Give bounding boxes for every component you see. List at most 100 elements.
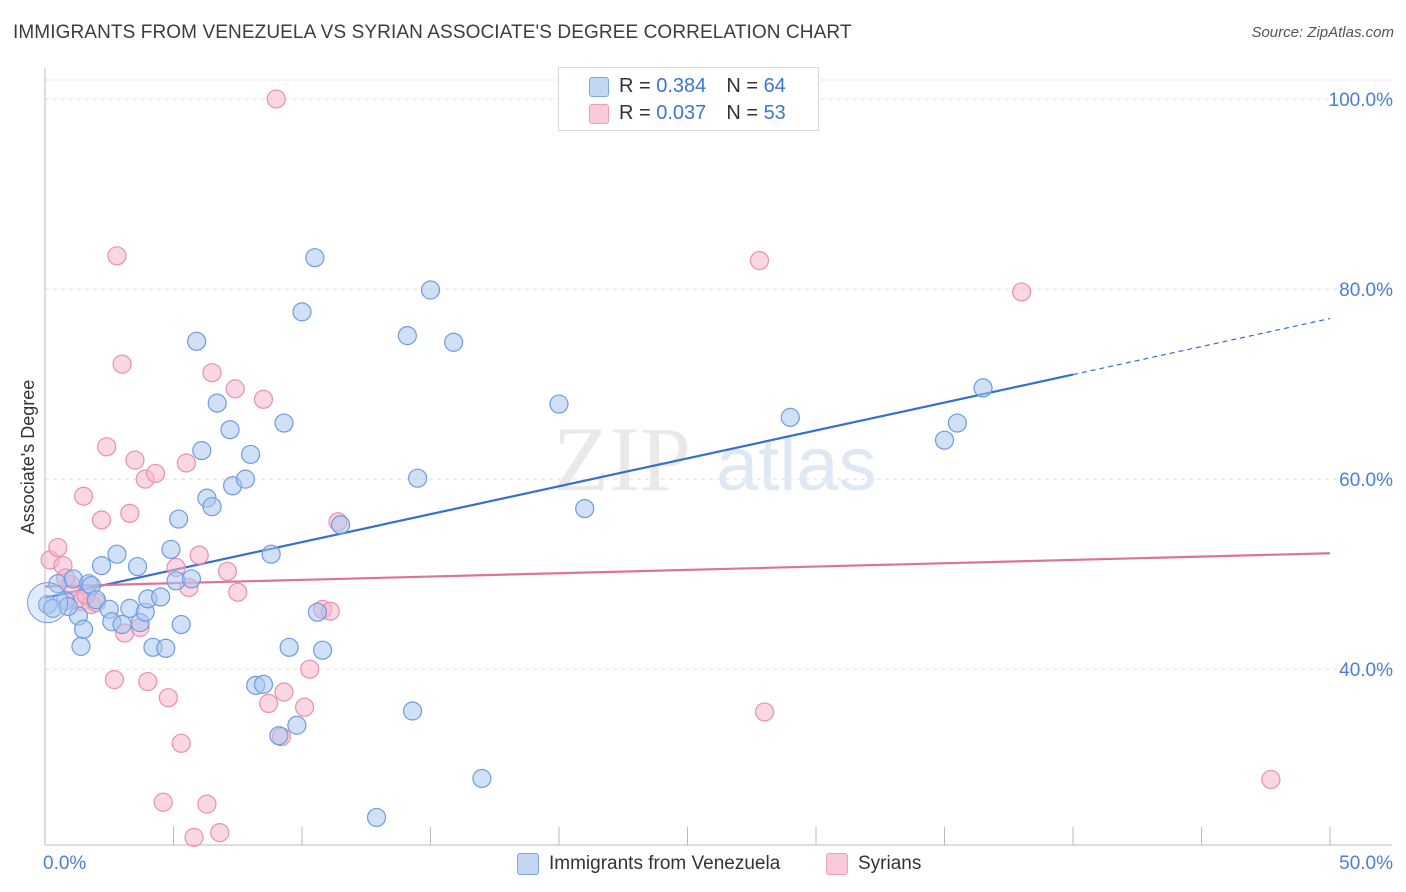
legend-row-syrians: R = 0.037 N = 53	[619, 100, 786, 126]
point-syrians	[217, 561, 238, 581]
point-venezuela	[220, 420, 240, 440]
point-venezuela	[235, 469, 256, 489]
point-venezuela	[58, 596, 78, 617]
x-tick-label: 50.0%	[1339, 853, 1393, 874]
legend-swatch-venezuela	[589, 77, 609, 97]
point-venezuela	[397, 326, 417, 346]
axes	[44, 68, 1392, 846]
legend-r-label: R =	[619, 74, 651, 97]
point-venezuela	[472, 768, 492, 789]
series-label-syrians: Syrians	[858, 853, 922, 874]
point-syrians	[48, 537, 68, 558]
point-venezuela	[420, 280, 441, 300]
point-venezuela	[112, 614, 132, 635]
correlation-legend: R = 0.384 N = 64 R = 0.037 N = 53	[558, 67, 819, 131]
series-swatch-venezuela	[517, 853, 539, 875]
x-tick-label: 0.0%	[43, 853, 86, 874]
legend-n-label: N =	[726, 74, 758, 97]
point-venezuela	[549, 394, 569, 414]
point-venezuela	[780, 407, 800, 427]
point-venezuela	[187, 331, 207, 351]
point-syrians	[125, 450, 145, 470]
point-venezuela	[202, 497, 222, 517]
point-syrians	[202, 363, 222, 383]
point-venezuela	[261, 544, 281, 564]
legend-r-value: 0.037	[656, 101, 707, 124]
point-venezuela	[107, 544, 127, 564]
point-venezuela	[408, 468, 428, 488]
watermark: ZIP atlas	[553, 408, 877, 510]
point-syrians	[754, 702, 775, 722]
point-syrians	[171, 733, 191, 753]
series-legend-venezuela: Immigrants from Venezuela	[517, 851, 780, 877]
point-venezuela	[127, 556, 148, 577]
point-syrians	[153, 792, 173, 812]
point-syrians	[184, 827, 204, 847]
source-label: Source: ZipAtlas.com	[1251, 24, 1394, 41]
point-venezuela	[86, 590, 107, 610]
point-syrians	[97, 437, 117, 457]
point-syrians	[145, 463, 166, 484]
point-syrians	[210, 823, 230, 843]
point-venezuela	[934, 430, 955, 450]
point-venezuela	[330, 515, 351, 535]
legend-n-value: 53	[763, 101, 786, 124]
trendline-syrians	[44, 552, 1331, 588]
point-syrians	[189, 545, 209, 565]
point-venezuela	[402, 701, 423, 721]
point-syrians	[1011, 282, 1032, 302]
y-tick-label: 100.0%	[1329, 90, 1394, 111]
point-venezuela	[312, 640, 333, 660]
point-venezuela	[91, 556, 112, 576]
point-venezuela	[269, 726, 289, 746]
legend-n-label: N =	[726, 101, 758, 124]
point-venezuela	[181, 569, 202, 589]
point-venezuela	[71, 636, 91, 656]
point-syrians	[225, 379, 245, 399]
series-label-venezuela: Immigrants from Venezuela	[549, 853, 781, 874]
point-syrians	[73, 486, 94, 506]
point-venezuela	[151, 587, 171, 607]
point-syrians	[253, 389, 274, 409]
point-venezuela	[241, 444, 261, 465]
point-venezuela	[207, 393, 227, 413]
y-axis-label: Associate's Degree	[18, 380, 38, 535]
series-swatch-syrians	[826, 853, 848, 875]
legend-row-venezuela: R = 0.384 N = 64	[619, 73, 786, 99]
legend-r-label: R =	[619, 101, 651, 124]
point-venezuela	[279, 637, 299, 657]
point-syrians	[138, 671, 158, 692]
trend-lines	[44, 317, 1331, 599]
point-venezuela	[274, 413, 294, 433]
point-venezuela	[305, 248, 325, 268]
point-venezuela	[73, 619, 94, 639]
point-syrians	[258, 693, 279, 714]
point-venezuela	[292, 302, 312, 322]
point-syrians	[749, 250, 770, 271]
series-legend-syrians: Syrians	[826, 851, 921, 877]
point-venezuela	[947, 413, 967, 433]
y-tick-label: 60.0%	[1339, 470, 1393, 491]
data-points	[27, 89, 1281, 847]
point-syrians	[120, 503, 140, 523]
y-tick-label: 80.0%	[1339, 280, 1393, 301]
point-syrians	[274, 682, 294, 702]
point-syrians	[300, 659, 320, 679]
point-syrians	[158, 688, 178, 708]
watermark-zip: ZIP	[553, 408, 691, 510]
point-syrians	[197, 794, 217, 814]
point-cluster-venezuela	[27, 582, 69, 624]
point-syrians	[176, 453, 196, 473]
chart-title: IMMIGRANTS FROM VENEZUELA VS SYRIAN ASSO…	[13, 22, 852, 43]
point-syrians	[294, 697, 315, 717]
point-syrians	[107, 246, 127, 266]
point-venezuela	[575, 498, 595, 519]
point-syrians	[266, 89, 286, 109]
trendline-venezuela-extension	[1072, 317, 1331, 376]
point-venezuela	[973, 378, 993, 398]
point-venezuela	[307, 602, 328, 622]
point-venezuela	[161, 539, 181, 560]
point-syrians	[1261, 769, 1281, 790]
point-syrians	[91, 510, 112, 530]
point-venezuela	[444, 332, 464, 352]
